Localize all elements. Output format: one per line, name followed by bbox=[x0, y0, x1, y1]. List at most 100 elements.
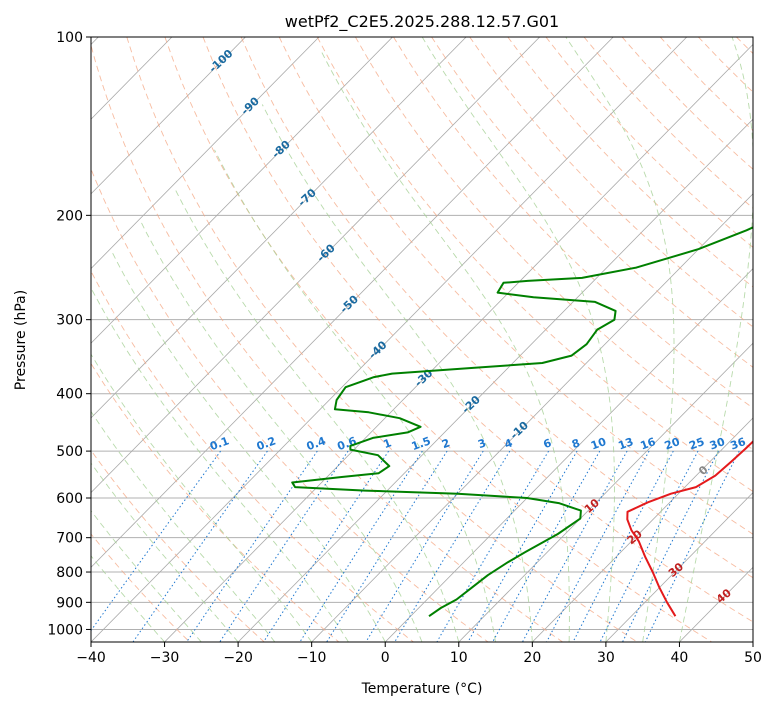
mixing-ratio-label: 0.4 bbox=[305, 434, 328, 453]
dry-adiabat bbox=[202, 37, 753, 623]
mixing-ratio-line bbox=[492, 450, 601, 642]
mixing-ratio-label: 30 bbox=[708, 435, 727, 453]
moist-adiabat bbox=[140, 221, 423, 642]
plot-frame bbox=[90, 36, 754, 643]
x-axis-label: Temperature (°C) bbox=[361, 681, 483, 697]
mixing-ratio-label: 16 bbox=[639, 435, 658, 453]
isotherm bbox=[532, 417, 753, 642]
x-tick-label: 0 bbox=[381, 650, 390, 666]
x-tick-label: −10 bbox=[297, 650, 327, 666]
dry-adiabat bbox=[164, 37, 713, 642]
isotherm bbox=[311, 193, 753, 642]
mixing-ratio-label: 1 bbox=[382, 436, 394, 451]
dry-adiabat bbox=[240, 37, 753, 579]
dry-adiabat bbox=[469, 37, 753, 328]
x-tick-label: 50 bbox=[744, 650, 762, 666]
y-tick-label: 600 bbox=[56, 491, 83, 507]
moist-adiabat bbox=[111, 251, 386, 642]
x-tick-label: 30 bbox=[597, 650, 615, 666]
mixing-ratio-label: 3 bbox=[476, 436, 488, 451]
dry-adiabat bbox=[91, 449, 265, 642]
mixing-ratio-line bbox=[644, 450, 740, 642]
x-tick-label: 40 bbox=[671, 650, 689, 666]
y-tick-label: 700 bbox=[56, 531, 83, 547]
isotherm bbox=[237, 118, 753, 642]
mixing-ratio-label: 0.6 bbox=[336, 434, 359, 453]
dry-adiabat bbox=[507, 37, 753, 288]
x-tick-label: 20 bbox=[523, 650, 541, 666]
isotherm bbox=[164, 43, 753, 642]
mixing-ratio-line bbox=[522, 450, 628, 642]
isotherm bbox=[458, 342, 753, 642]
profiles bbox=[291, 226, 753, 618]
chart-title: wetPf2_C2E5.2025.288.12.57.G01 bbox=[285, 12, 559, 32]
x-tick-label: 10 bbox=[450, 650, 468, 666]
x-tick-label: −30 bbox=[150, 650, 180, 666]
x-tick-label: −20 bbox=[223, 650, 253, 666]
mixing-ratio-label: 8 bbox=[570, 436, 582, 451]
mixing-ratio-line bbox=[186, 450, 318, 642]
moist-adiabat bbox=[678, 37, 753, 642]
y-tick-label: 200 bbox=[56, 208, 83, 224]
mixing-ratio-line bbox=[132, 450, 268, 642]
isotherm bbox=[91, 37, 614, 568]
dry-adiabat bbox=[91, 362, 340, 642]
y-tick-label: 1000 bbox=[47, 622, 83, 638]
moist-adiabat bbox=[91, 286, 349, 642]
x-tick-label: −40 bbox=[76, 650, 106, 666]
dry-adiabat bbox=[278, 37, 753, 535]
mixing-ratio-label: 25 bbox=[687, 435, 706, 452]
mixing-ratio-label: 0.2 bbox=[255, 434, 278, 453]
y-tick-label: 300 bbox=[56, 313, 83, 329]
mixing-ratio-line bbox=[394, 450, 511, 642]
mixing-ratio-label: 13 bbox=[616, 435, 635, 452]
y-tick-label: 900 bbox=[56, 595, 83, 611]
dewpoint-profile bbox=[291, 226, 753, 618]
mixing-ratio-line bbox=[572, 450, 674, 642]
mixing-ratio-line bbox=[219, 450, 349, 642]
moist-adiabat bbox=[91, 353, 313, 642]
background-lines bbox=[91, 37, 753, 642]
moist-adiabat bbox=[261, 104, 533, 642]
moist-adiabat bbox=[319, 49, 570, 642]
mixing-ratio-line bbox=[546, 450, 650, 642]
mixing-ratio-line bbox=[263, 450, 390, 642]
dry-adiabat bbox=[431, 37, 753, 368]
isotherm bbox=[91, 37, 393, 344]
y-tick-label: 800 bbox=[56, 565, 83, 581]
mixing-ratio-label: 20 bbox=[663, 435, 682, 453]
mixing-ratio-label: 1.5 bbox=[410, 434, 433, 453]
mixing-ratio-line bbox=[599, 450, 699, 642]
isotherm bbox=[91, 37, 540, 494]
mixing-ratio-label: 10 bbox=[589, 435, 608, 453]
isotherm bbox=[384, 267, 753, 642]
dry-adiabat bbox=[91, 270, 414, 642]
isotherm bbox=[605, 492, 753, 642]
dry-adiabat bbox=[316, 37, 753, 493]
isotherm bbox=[91, 37, 320, 270]
axes: −40 −30 −20 −10 0 10 20 30 40 5010020030040050060… bbox=[47, 30, 762, 666]
mixing-ratio-label: 6 bbox=[542, 436, 554, 451]
mixing-ratio-label: 4 bbox=[503, 436, 515, 451]
y-tick-label: 400 bbox=[56, 387, 83, 403]
y-axis-label: Pressure (hPa) bbox=[13, 290, 29, 390]
moist-adiabat bbox=[91, 510, 202, 642]
mixing-ratio-label: 36 bbox=[729, 435, 748, 453]
dry-adiabat bbox=[355, 37, 753, 451]
moist-adiabat bbox=[421, 37, 615, 642]
dry-adiabat bbox=[126, 37, 638, 642]
y-tick-label: 100 bbox=[56, 30, 83, 46]
moist-adiabat bbox=[91, 462, 239, 642]
moist-adiabat bbox=[214, 149, 497, 642]
mixing-ratio-label: 2 bbox=[440, 436, 452, 451]
isotherm bbox=[91, 37, 467, 419]
mixing-ratio-label: 0.1 bbox=[208, 434, 231, 453]
temperature-profile bbox=[626, 440, 753, 617]
y-tick-label: 500 bbox=[56, 444, 83, 460]
mixing-ratio-line bbox=[365, 450, 484, 642]
dry-adiabat bbox=[91, 43, 563, 642]
mixing-ratio-line bbox=[622, 450, 719, 642]
mixing-ratio-line bbox=[467, 450, 578, 642]
